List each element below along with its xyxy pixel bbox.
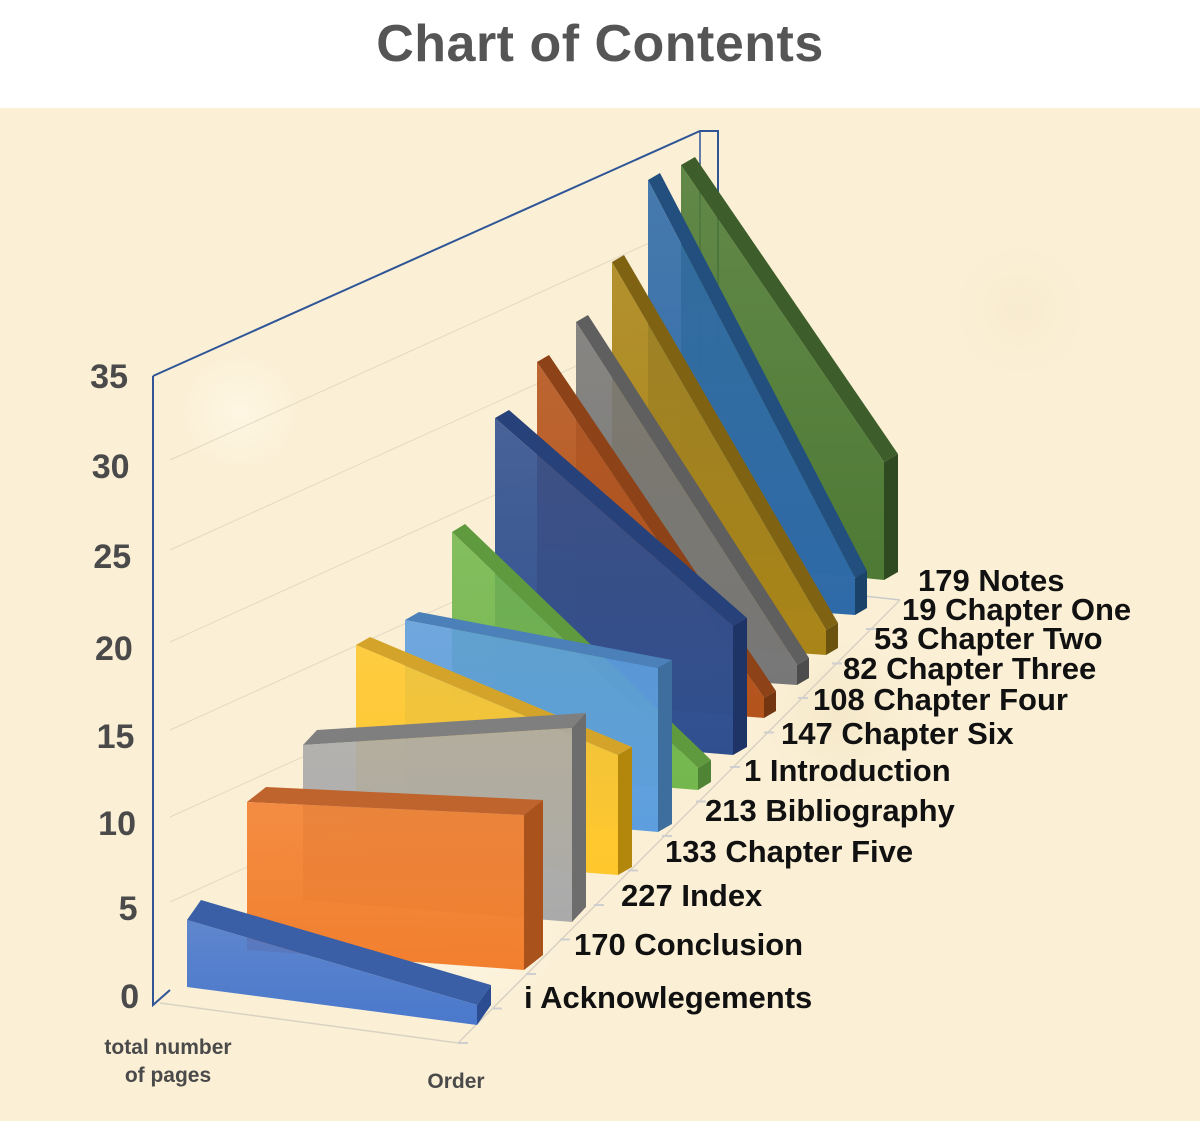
y-tick-25: 25: [93, 538, 132, 576]
series-label: 179 Notes: [918, 563, 1065, 598]
series-label: 53 Chapter Two: [874, 621, 1103, 656]
chart-title: Chart of Contents: [376, 15, 824, 73]
series-shapes: [187, 157, 898, 1025]
series-170-conclusion: [247, 787, 543, 970]
series-label: 133 Chapter Five: [665, 834, 914, 869]
series-label: 19 Chapter One: [902, 592, 1132, 627]
series-label: i Acknowlegements: [524, 980, 813, 1015]
series-label: 227 Index: [621, 878, 763, 913]
y-tick-5: 5: [118, 890, 138, 928]
y-tick-0: 0: [120, 978, 140, 1016]
floor-axis-ticks: [159, 599, 901, 1044]
series-label: 147 Chapter Six: [781, 716, 1014, 751]
x-axis-label: Order: [427, 1070, 485, 1093]
y-axis-label-line1: total number: [104, 1036, 232, 1059]
y-tick-30: 30: [91, 448, 130, 486]
series-label: 82 Chapter Three: [843, 651, 1097, 686]
y-tick-35: 35: [90, 358, 128, 396]
series-label: 213 Bibliography: [705, 793, 955, 828]
y-tick-20: 20: [94, 630, 133, 668]
y-tick-15: 15: [96, 718, 135, 756]
series-label: 1 Introduction: [744, 753, 951, 788]
series-i-acknowlegements: [187, 900, 491, 1025]
series-label: 170 Conclusion: [574, 927, 804, 962]
y-tick-10: 10: [98, 805, 136, 843]
y-axis-label: total number of pages: [88, 1034, 248, 1090]
y-axis-label-line2: of pages: [124, 1064, 212, 1087]
series-label: 108 Chapter Four: [813, 682, 1068, 717]
